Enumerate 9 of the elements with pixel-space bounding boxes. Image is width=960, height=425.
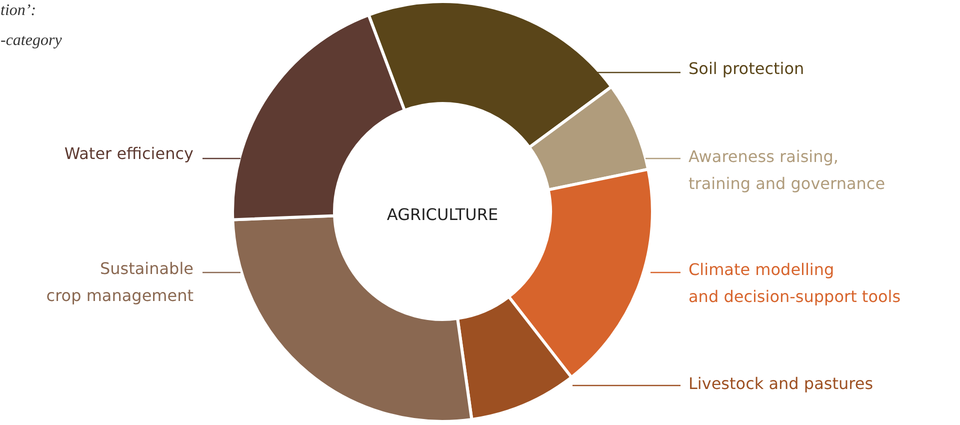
slice-label: Sustainable crop management <box>46 259 194 305</box>
text: -category <box>0 32 63 49</box>
slice-label: Climate modelling and decision-support tools <box>688 260 901 306</box>
slice-label: Water efficiency <box>64 144 194 163</box>
slice-label: Livestock and pastures <box>688 374 874 393</box>
text: AGRICULTURE <box>386 205 498 224</box>
slice-label: Soil protection <box>688 59 804 78</box>
slice-label: Awareness raising, training and governance <box>688 147 886 193</box>
text: tion’: <box>0 2 36 19</box>
